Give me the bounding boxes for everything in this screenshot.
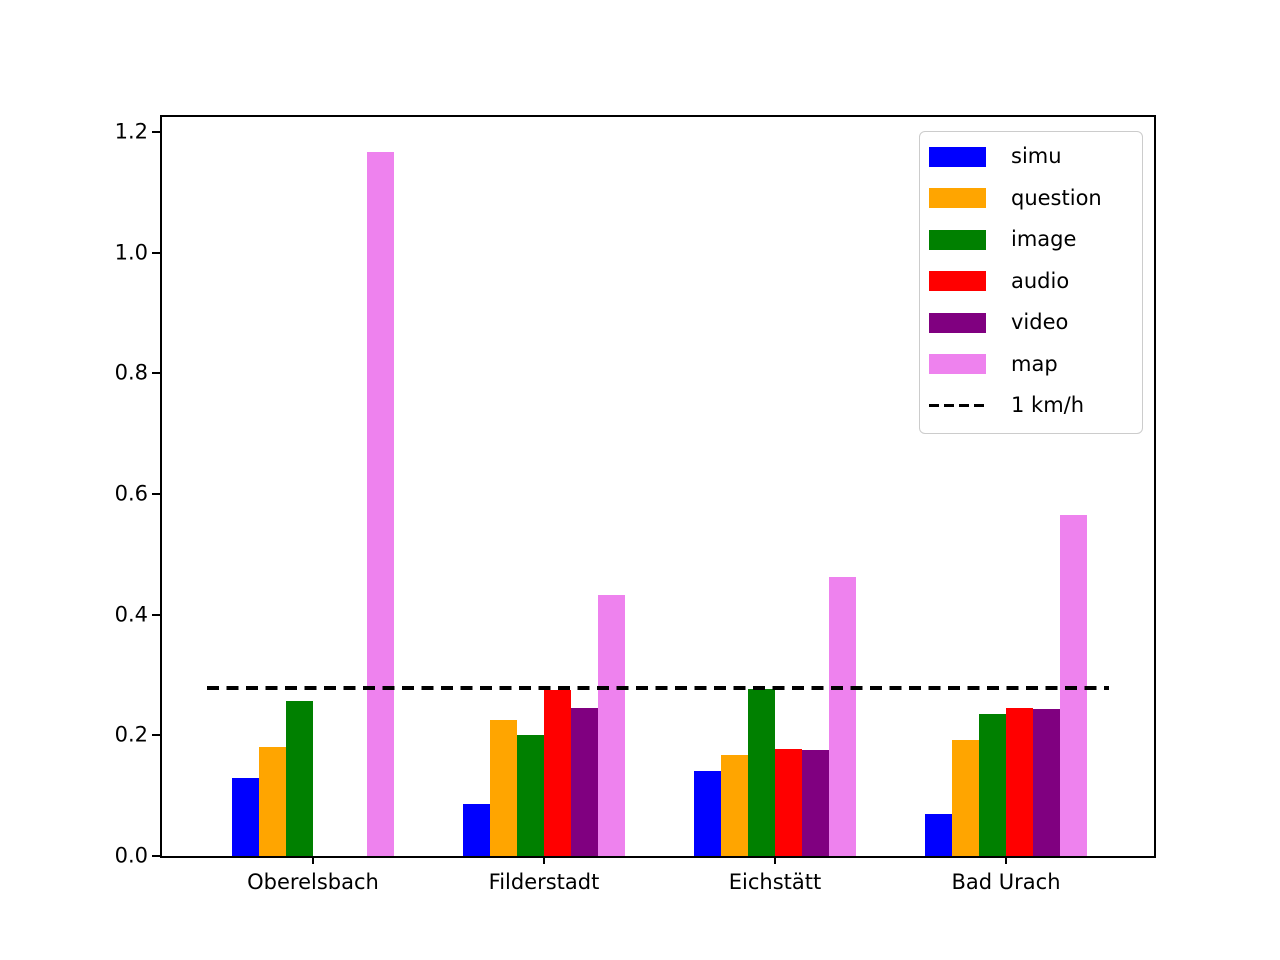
legend-item-image: image <box>920 219 1142 261</box>
bar-question-4 <box>952 739 979 856</box>
legend-label: audio <box>1011 268 1070 293</box>
legend-item-question: question <box>920 178 1142 220</box>
legend-label: map <box>1011 351 1058 376</box>
reference-line <box>207 686 1109 691</box>
legend-swatch-question <box>929 188 986 209</box>
bar-image-4 <box>979 714 1006 856</box>
x-tick-label: Filderstadt <box>488 870 600 894</box>
legend-swatch-image <box>929 229 986 250</box>
x-tick-mark <box>1005 856 1007 864</box>
bar-question-1 <box>259 746 286 856</box>
legend-item-map: map <box>920 344 1142 386</box>
y-tick-mark <box>152 251 160 254</box>
legend-item-video: video <box>920 302 1142 344</box>
legend-label: video <box>1011 310 1069 335</box>
y-tick-label: 0.2 <box>114 722 148 747</box>
bar-image-1 <box>286 700 313 856</box>
legend-item-audio: audio <box>920 261 1142 303</box>
legend-swatch-map <box>929 354 986 375</box>
bar-simu-3 <box>694 770 721 856</box>
bar-map-2 <box>598 594 625 856</box>
y-tick-mark <box>152 372 160 375</box>
dashed-line-icon <box>929 404 986 408</box>
legend-label: simu <box>1011 144 1062 169</box>
plot-area: simu question image audio video map 1 km/h 0.0… <box>115 115 1156 894</box>
bar-map-3 <box>829 576 856 856</box>
y-tick-label: 0.6 <box>114 481 148 506</box>
bar-simu-2 <box>463 803 490 856</box>
y-tick-label: 0.0 <box>114 843 148 868</box>
bar-simu-4 <box>925 813 952 856</box>
legend-swatch-simu <box>929 146 986 167</box>
y-tick-label: 0.4 <box>114 602 148 627</box>
bar-simu-1 <box>232 777 259 856</box>
bar-question-2 <box>490 719 517 856</box>
legend-label: question <box>1011 185 1102 210</box>
bar-map-1 <box>367 152 394 856</box>
x-tick-mark <box>312 856 314 864</box>
bar-video-2 <box>571 707 598 856</box>
y-tick-mark <box>152 855 160 857</box>
bar-video-4 <box>1033 708 1060 856</box>
legend-item-simu: simu <box>920 136 1142 178</box>
bar-question-3 <box>721 755 748 856</box>
y-tick-label: 0.8 <box>114 360 148 385</box>
legend-label: 1 km/h <box>1011 393 1085 418</box>
x-tick-mark <box>774 856 776 864</box>
bar-map-4 <box>1060 514 1087 856</box>
bar-audio-3 <box>775 749 802 856</box>
legend: simu question image audio video map 1 km/h <box>919 131 1143 434</box>
y-tick-mark <box>152 493 160 496</box>
bar-audio-2 <box>544 690 571 856</box>
legend-item-reference-line: 1 km/h <box>920 385 1142 427</box>
y-tick-label: 1.0 <box>114 240 148 265</box>
bar-image-2 <box>517 734 544 856</box>
y-tick-mark <box>152 734 160 737</box>
legend-swatch-audio <box>929 271 986 292</box>
bar-image-3 <box>748 688 775 856</box>
legend-label: image <box>1011 227 1077 252</box>
x-tick-label: Eichstätt <box>728 870 822 894</box>
y-tick-mark <box>152 613 160 616</box>
y-tick-mark <box>152 131 160 134</box>
bar-audio-4 <box>1006 707 1033 856</box>
legend-swatch-video <box>929 312 986 333</box>
x-tick-label: Bad Urach <box>951 870 1061 894</box>
y-tick-label: 1.2 <box>114 119 148 144</box>
x-tick-mark <box>543 856 545 864</box>
bar-video-3 <box>802 750 829 856</box>
x-tick-label: Oberelsbach <box>247 870 379 894</box>
